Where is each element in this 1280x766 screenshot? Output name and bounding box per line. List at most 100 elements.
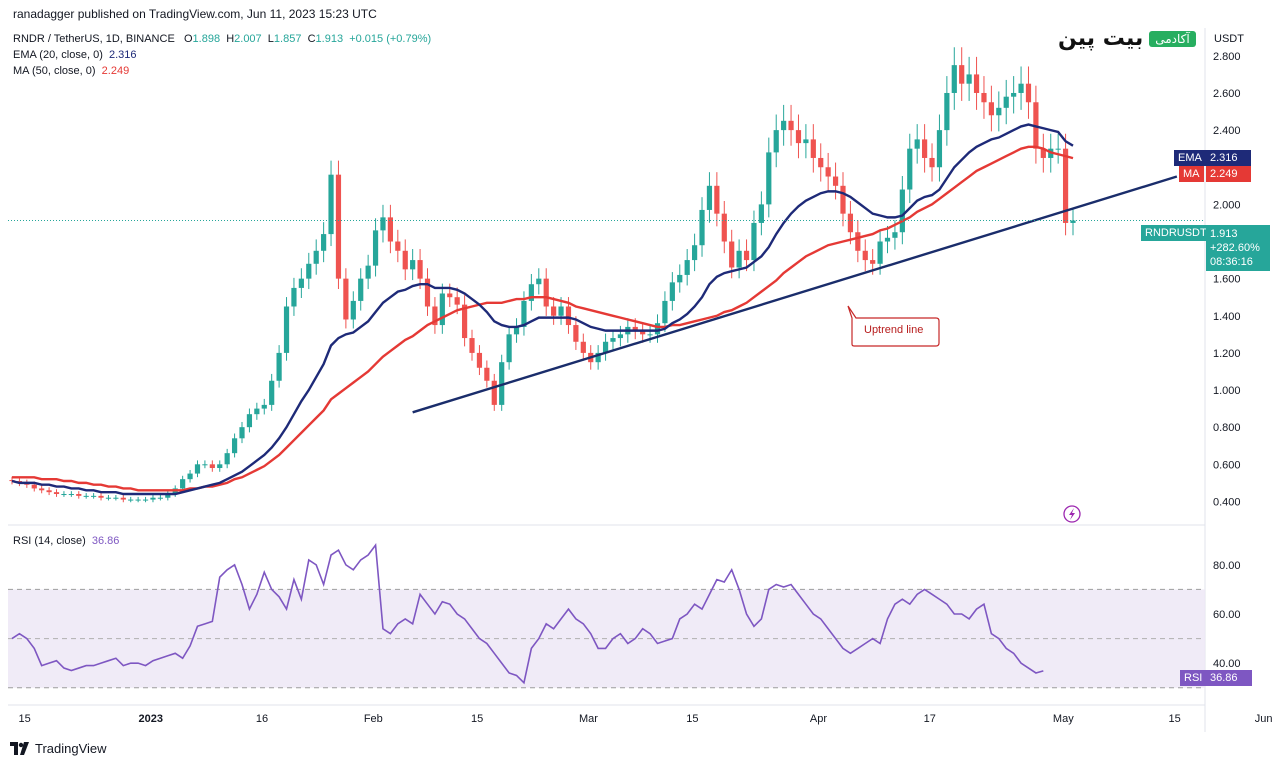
- candle-body: [254, 408, 260, 415]
- candle-body: [432, 306, 438, 326]
- candle-body: [551, 306, 557, 316]
- candle-body: [847, 213, 854, 233]
- candle-body: [113, 497, 119, 499]
- candle-body: [343, 278, 349, 320]
- rsi-line: [11, 543, 1044, 685]
- candle-body: [699, 209, 705, 246]
- candle-body: [91, 495, 97, 497]
- candle-body: [224, 453, 230, 465]
- price-tick: 0.400: [1213, 496, 1241, 508]
- legend-ma-row[interactable]: MA (50, close, 0) 2.249: [13, 63, 431, 79]
- candle-body: [773, 130, 779, 153]
- candle-body: [922, 139, 928, 158]
- candle-body: [76, 494, 82, 496]
- candle-body: [187, 473, 193, 480]
- legend-ema-row[interactable]: EMA (20, close, 0) 2.316: [13, 47, 431, 63]
- candle-body: [53, 492, 60, 495]
- annotation-callout[interactable]: [847, 305, 940, 347]
- candle-body: [973, 74, 980, 93]
- legend-rsi-row[interactable]: RSI (14, close) 36.86: [13, 533, 119, 549]
- tradingview-brand[interactable]: TradingView: [10, 741, 107, 756]
- candle-body: [105, 497, 112, 499]
- candle-body: [543, 278, 549, 307]
- time-tick: 16: [256, 713, 268, 725]
- symbol-tag: RNDRUSDT: [1141, 225, 1211, 241]
- candle-body: [892, 232, 898, 238]
- time-tick: Apr: [810, 713, 827, 725]
- candle-body: [513, 326, 520, 335]
- candle-body: [165, 494, 171, 498]
- ma50-line: [12, 145, 1074, 492]
- legend-h-label: H: [226, 33, 235, 45]
- legend-high: 2.007: [234, 33, 262, 45]
- rsi-tag-name: RSI: [1180, 670, 1207, 686]
- legend-rsi-value: 36.86: [91, 535, 120, 547]
- candle-body: [410, 260, 416, 270]
- candle-body: [647, 334, 653, 336]
- last-price-value: 1.913: [1210, 228, 1238, 240]
- candle-body: [640, 330, 646, 335]
- candle-body: [68, 494, 74, 496]
- time-tick: 15: [471, 713, 483, 725]
- candle-body: [944, 92, 950, 131]
- ma-tag-value: 2.249: [1206, 166, 1251, 182]
- candle-body: [870, 260, 876, 264]
- candle-body: [276, 352, 282, 381]
- candle-body: [120, 497, 126, 500]
- candle-body: [929, 157, 935, 168]
- candle-body: [1003, 96, 1009, 108]
- candle-body: [1055, 148, 1061, 150]
- candle-body: [1011, 92, 1017, 97]
- price-tick: 2.600: [1213, 88, 1241, 100]
- time-tick: 17: [924, 713, 936, 725]
- candle-body: [402, 250, 408, 270]
- price-tick: 1.400: [1213, 311, 1241, 323]
- candle-body: [461, 304, 468, 339]
- candle-body: [996, 107, 1002, 116]
- candle-body: [573, 325, 579, 342]
- candle-body: [358, 278, 364, 301]
- candle-body: [328, 174, 334, 235]
- time-tick: 2023: [138, 713, 162, 725]
- candle-body: [914, 139, 920, 149]
- legend-o-label: O: [183, 33, 193, 45]
- rsi-tick: 40.00: [1213, 658, 1241, 670]
- candle-body: [788, 120, 794, 131]
- candle-body: [810, 139, 816, 158]
- bar-countdown: 08:36:16: [1210, 256, 1253, 268]
- candle-body: [1040, 148, 1046, 158]
- candle-body: [209, 464, 215, 469]
- candle-body: [662, 300, 668, 324]
- candle-body: [580, 341, 586, 353]
- candle-body: [506, 334, 512, 363]
- tradingview-brand-text: TradingView: [35, 741, 107, 756]
- legend-c-label: C: [307, 33, 316, 45]
- candle-body: [610, 338, 616, 342]
- candle-body: [565, 306, 572, 326]
- price-tick: 1.200: [1213, 348, 1241, 360]
- candle-body: [1062, 148, 1069, 223]
- time-tick: May: [1053, 713, 1074, 725]
- candle-body: [766, 152, 772, 205]
- uptrend-line[interactable]: [412, 175, 1178, 414]
- candle-body: [98, 495, 104, 498]
- candle-body: [321, 234, 327, 251]
- price-tick: 2.000: [1213, 199, 1241, 211]
- candle-body: [729, 241, 735, 268]
- legend-symbol[interactable]: RNDR / TetherUS, 1D, BINANCE: [13, 33, 175, 45]
- time-tick: 15: [18, 713, 30, 725]
- candle-body: [135, 499, 141, 501]
- candle-body: [781, 120, 787, 131]
- candle-body: [706, 185, 713, 210]
- candle-body: [654, 323, 661, 335]
- candle-body: [595, 352, 601, 363]
- candle-body: [217, 464, 223, 469]
- legend-rsi-label: RSI (14, close): [13, 535, 86, 547]
- logo-text: بیت پین: [1058, 26, 1144, 51]
- legend: RNDR / TetherUS, 1D, BINANCE O1.898 H2.0…: [13, 31, 431, 79]
- rsi-axis: 80.00 60.00 40.00: [1213, 560, 1241, 670]
- time-tick: 15: [686, 713, 698, 725]
- price-tick: 2.800: [1213, 51, 1241, 63]
- candle-body: [142, 499, 149, 501]
